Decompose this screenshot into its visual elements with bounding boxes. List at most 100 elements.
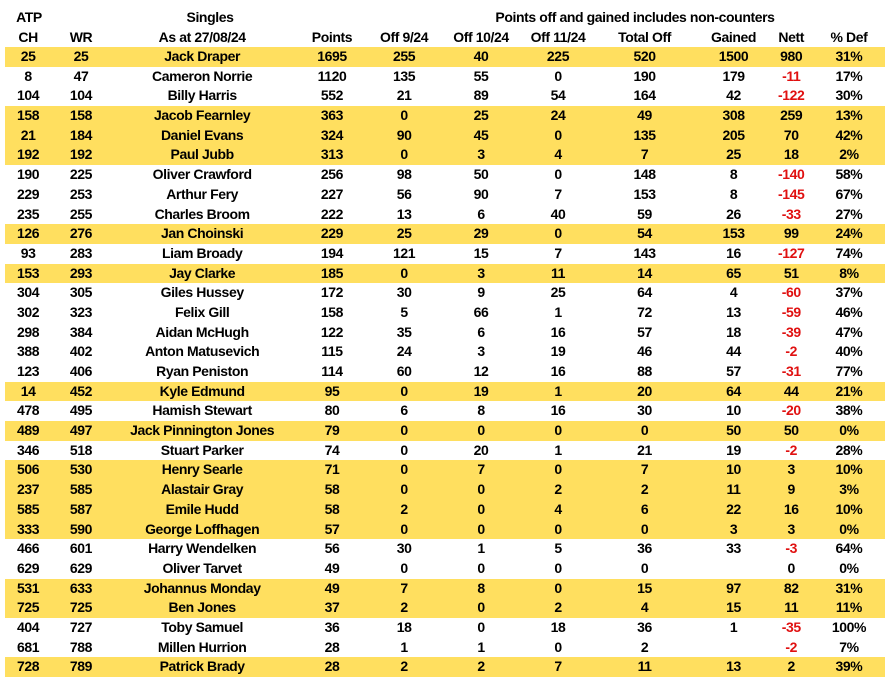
cell-wr-rank: 518 (69, 441, 93, 458)
cell-nett: -20 (781, 402, 801, 419)
cell-ch-rank: 304 (16, 284, 40, 301)
cell-gained: 8 (729, 185, 738, 202)
cell-off-11-24: 18 (550, 618, 566, 635)
cell-ch-rank: 478 (16, 402, 40, 419)
cell-pct-def: 13% (835, 107, 863, 124)
cell-points: 28 (324, 638, 340, 655)
cell-off-9-24: 121 (393, 244, 416, 261)
cell-ch-rank: 104 (16, 87, 40, 104)
cell-points: 71 (324, 461, 340, 478)
cell-player-name: Liam Broady (161, 244, 243, 261)
cell-player-name: Paul Jubb (170, 146, 235, 163)
cell-total-off: 520 (633, 48, 656, 64)
cell-ch-rank: 190 (16, 166, 40, 183)
cell-points: 56 (324, 540, 340, 557)
cell-off-11-24: 7 (554, 185, 562, 202)
cell-player-name: Henry Searle (161, 461, 243, 478)
cell-off-11-24: 0 (554, 461, 562, 478)
cell-wr-rank: 47 (73, 67, 89, 84)
cell-player-name: Jack Pinnington Jones (130, 422, 275, 439)
header-gained: Gained (711, 29, 757, 45)
cell-off-11-24: 25 (550, 284, 566, 301)
cell-ch-rank: 681 (16, 638, 40, 655)
cell-ch-rank: 585 (16, 500, 40, 517)
cell-player-name: Giles Hussey (160, 284, 245, 301)
cell-ch-rank: 728 (16, 658, 40, 675)
cell-gained: 4 (729, 284, 738, 301)
cell-player-name: Oliver Crawford (152, 166, 252, 183)
cell-nett: -59 (781, 303, 801, 320)
cell-off-10-24: 90 (473, 185, 489, 202)
cell-off-11-24: 0 (554, 520, 562, 537)
cell-total-off: 21 (637, 441, 652, 458)
cell-pct-def: 100% (831, 618, 867, 635)
cell-wr-rank: 587 (69, 500, 93, 517)
header-off-11-24: Off 11/24 (530, 29, 586, 45)
cell-wr-rank: 590 (69, 520, 93, 537)
cell-player-name: Arthur Fery (166, 185, 239, 202)
table-row: 681 788 Millen Hurrion 28 1 1 0 2 -2 7% (5, 638, 885, 658)
cell-player-name: Felix Gill (174, 303, 230, 320)
cell-player-name: Jack Draper (164, 48, 241, 64)
cell-wr-rank: 727 (69, 618, 93, 635)
cell-off-10-24: 1 (477, 540, 485, 557)
cell-pct-def: 0% (839, 422, 859, 439)
cell-off-11-24: 7 (554, 244, 562, 261)
cell-ch-rank: 346 (16, 441, 40, 458)
cell-ch-rank: 123 (16, 363, 40, 379)
cell-ch-rank: 629 (16, 559, 40, 576)
cell-off-11-24: 16 (550, 323, 566, 340)
cell-nett: -39 (781, 323, 801, 340)
cell-off-10-24: 2 (477, 658, 485, 675)
table-body: 25 25 Jack Draper 1695 255 40 225 520 1500 980 31%… (5, 47, 885, 677)
cell-off-10-24: 9 (477, 284, 485, 301)
cell-gained: 13 (726, 303, 741, 320)
table-row: 229 253 Arthur Fery 227 56 90 7 153 8 -145 67% (5, 185, 885, 205)
cell-ch-rank: 192 (16, 146, 40, 163)
cell-points: 80 (324, 402, 340, 419)
cell-ch-rank: 302 (16, 303, 40, 320)
cell-off-10-24: 1 (477, 638, 485, 655)
cell-pct-def: 11% (835, 599, 862, 616)
cell-pct-def: 58% (835, 166, 863, 183)
cell-off-10-24: 0 (477, 599, 485, 616)
cell-wr-rank: 725 (69, 599, 93, 616)
cell-player-name: Anton Matusevich (145, 343, 260, 360)
cell-off-11-24: 40 (550, 205, 566, 222)
cell-points: 57 (324, 520, 340, 537)
cell-points: 49 (324, 559, 340, 576)
cell-ch-rank: 466 (16, 540, 40, 557)
cell-total-off: 46 (637, 343, 652, 360)
cell-ch-rank: 506 (16, 461, 40, 478)
cell-wr-rank: 402 (69, 343, 93, 360)
cell-gained: 10 (726, 461, 741, 478)
cell-off-11-24: 0 (554, 67, 562, 84)
cell-gained: 57 (726, 363, 741, 379)
table-row: 404 727 Toby Samuel 36 18 0 18 36 1 -35 100% (5, 618, 885, 638)
cell-off-9-24: 13 (396, 205, 412, 222)
cell-off-9-24: 2 (400, 658, 408, 675)
cell-pct-def: 8% (839, 264, 859, 281)
header-ch-rank: CH (18, 29, 38, 45)
table-row: 190 225 Oliver Crawford 256 98 50 0 148 8 -140 58% (5, 165, 885, 185)
header-total-off: Total Off (618, 29, 672, 45)
table-row: 531 633 Johannus Monday 49 7 8 0 15 97 82 31% (5, 578, 885, 599)
cell-nett: -145 (778, 185, 805, 202)
cell-nett: 980 (780, 48, 803, 64)
cell-total-off: 2 (640, 638, 649, 655)
cell-total-off: 6 (640, 500, 649, 517)
cell-ch-rank: 235 (16, 205, 40, 222)
cell-pct-def: 0% (839, 520, 859, 537)
cell-points: 185 (320, 264, 344, 281)
cell-player-name: Ben Jones (168, 599, 237, 616)
cell-off-11-24: 2 (554, 599, 562, 616)
cell-off-9-24: 0 (400, 264, 408, 281)
cell-player-name: Charles Broom (154, 205, 251, 222)
cell-off-10-24: 0 (477, 520, 485, 537)
cell-off-10-24: 3 (477, 264, 485, 281)
cell-ch-rank: 404 (16, 618, 40, 635)
cell-player-name: Kyle Edmund (159, 382, 245, 399)
cell-off-11-24: 0 (554, 166, 562, 183)
cell-player-name: Billy Harris (167, 87, 238, 104)
cell-player-name: Ryan Peniston (156, 363, 249, 379)
